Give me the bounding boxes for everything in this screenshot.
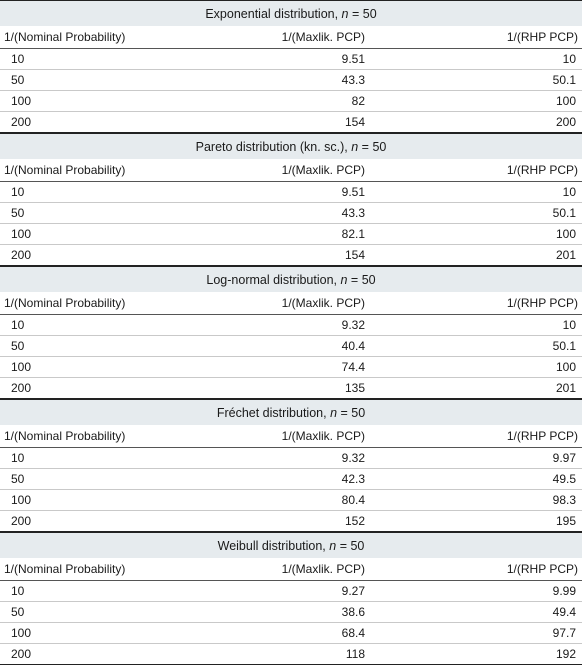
section-title: Fréchet distribution, n = 50 — [0, 399, 582, 425]
table-row: 100 82.1 100 — [0, 224, 582, 245]
column-header-maxlik: 1/(Maxlik. PCP) — [281, 429, 365, 443]
column-header-maxlik: 1/(Maxlik. PCP) — [281, 296, 365, 310]
column-header-row: 1/(Nominal Probability) 1/(Maxlik. PCP) … — [0, 159, 582, 182]
table-row: 50 40.4 50.1 — [0, 336, 582, 357]
table-row: 200 118 192 — [0, 644, 582, 665]
column-header-row: 1/(Nominal Probability) 1/(Maxlik. PCP) … — [0, 425, 582, 448]
table-row: 200 152 195 — [0, 511, 582, 532]
table-row: 100 80.4 98.3 — [0, 490, 582, 511]
section-title: Log-normal distribution, n = 50 — [0, 266, 582, 292]
section-title: Pareto distribution (kn. sc.), n = 50 — [0, 133, 582, 159]
column-header-nominal: 1/(Nominal Probability) — [4, 562, 126, 576]
table-row: 200 135 201 — [0, 378, 582, 399]
section-pareto: Pareto distribution (kn. sc.), n = 50 1/… — [0, 133, 582, 266]
section-exponential: Exponential distribution, n = 50 1/(Nomi… — [0, 0, 582, 133]
table-row: 50 38.6 49.4 — [0, 602, 582, 623]
section-lognormal: Log-normal distribution, n = 50 1/(Nomin… — [0, 266, 582, 399]
column-header-maxlik: 1/(Maxlik. PCP) — [281, 163, 365, 177]
column-header-rhp: 1/(RHP PCP) — [506, 163, 578, 177]
table-row: 100 82 100 — [0, 91, 582, 112]
column-header-maxlik: 1/(Maxlik. PCP) — [281, 562, 365, 576]
table-row: 10 9.51 10 — [0, 49, 582, 70]
column-header-row: 1/(Nominal Probability) 1/(Maxlik. PCP) … — [0, 26, 582, 49]
column-header-nominal: 1/(Nominal Probability) — [4, 163, 126, 177]
column-header-row: 1/(Nominal Probability) 1/(Maxlik. PCP) … — [0, 558, 582, 581]
table-row: 50 43.3 50.1 — [0, 203, 582, 224]
section-frechet: Fréchet distribution, n = 50 1/(Nominal … — [0, 399, 582, 532]
column-header-rhp: 1/(RHP PCP) — [506, 562, 578, 576]
table-row: 50 42.3 49.5 — [0, 469, 582, 490]
table-row: 10 9.32 10 — [0, 315, 582, 336]
column-header-rhp: 1/(RHP PCP) — [506, 429, 578, 443]
column-header-nominal: 1/(Nominal Probability) — [4, 296, 126, 310]
section-title: Weibull distribution, n = 50 — [0, 532, 582, 558]
column-header-row: 1/(Nominal Probability) 1/(Maxlik. PCP) … — [0, 292, 582, 315]
table-row: 100 74.4 100 — [0, 357, 582, 378]
section-weibull: Weibull distribution, n = 50 1/(Nominal … — [0, 532, 582, 665]
table-row: 10 9.32 9.97 — [0, 448, 582, 469]
table-row: 50 43.3 50.1 — [0, 70, 582, 91]
table-row: 200 154 201 — [0, 245, 582, 266]
section-title: Exponential distribution, n = 50 — [0, 0, 582, 26]
table-row: 200 154 200 — [0, 112, 582, 133]
table-row: 10 9.27 9.99 — [0, 581, 582, 602]
column-header-nominal: 1/(Nominal Probability) — [4, 429, 126, 443]
column-header-nominal: 1/(Nominal Probability) — [4, 30, 126, 44]
column-header-rhp: 1/(RHP PCP) — [506, 296, 578, 310]
table-row: 10 9.51 10 — [0, 182, 582, 203]
table-row: 100 68.4 97.7 — [0, 623, 582, 644]
column-header-rhp: 1/(RHP PCP) — [506, 30, 578, 44]
column-header-maxlik: 1/(Maxlik. PCP) — [281, 30, 365, 44]
